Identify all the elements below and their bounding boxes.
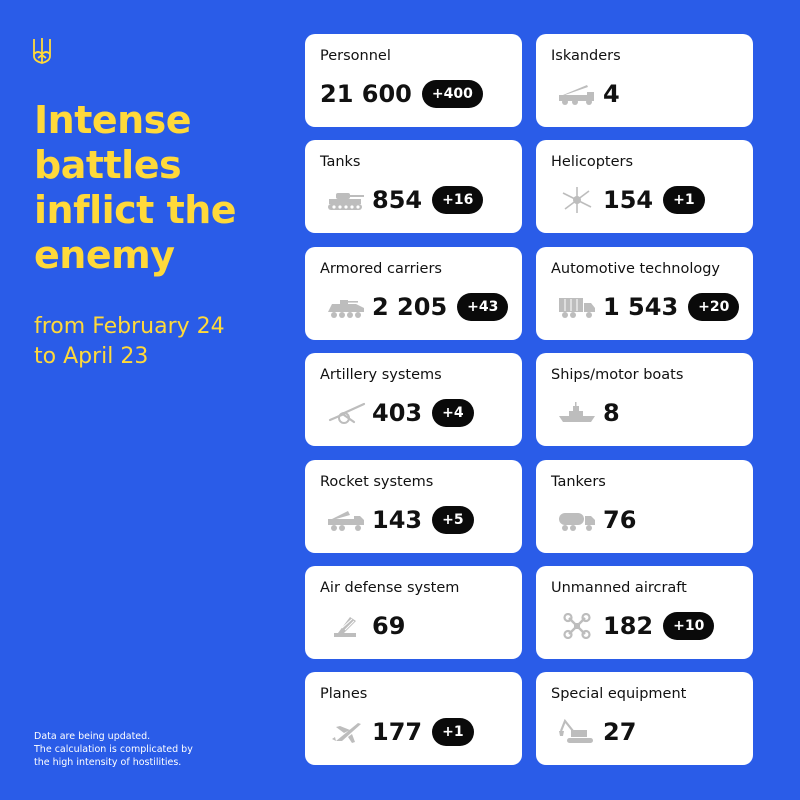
stat-value: 4 — [603, 80, 620, 108]
plane-icon — [332, 723, 361, 743]
stat-value: 1 543 — [603, 293, 679, 321]
stat-card-iskanders: Iskanders 4 — [536, 34, 753, 127]
stat-value: 8 — [603, 399, 620, 427]
stat-value: 76 — [603, 506, 637, 534]
headline-line: battles — [34, 143, 182, 187]
stat-delta-badge: +43 — [457, 293, 509, 321]
stat-card-unmanned-aircraft: Unmanned aircraft 182 +10 — [536, 566, 753, 659]
stat-card-armored-carriers: Armored carriers 2 205 +43 — [305, 247, 522, 340]
stat-delta-badge: +20 — [688, 293, 740, 321]
stat-delta-badge: +5 — [432, 506, 474, 534]
stat-label: Automotive technology — [551, 261, 721, 277]
stat-value: 2 205 — [372, 293, 448, 321]
date-range-line: to April 23 — [34, 344, 149, 369]
stat-label: Iskanders — [551, 48, 621, 64]
artillery-icon — [328, 402, 366, 424]
stat-card-rocket-systems: Rocket systems 143 +5 — [305, 460, 522, 553]
stat-card-personnel: Personnel 21 600 +400 — [305, 34, 522, 127]
stat-label: Special equipment — [551, 686, 687, 702]
stat-delta-badge: +1 — [663, 186, 705, 214]
stat-label: Rocket systems — [320, 474, 434, 490]
stat-card-helicopters: Helicopters 154 +1 — [536, 140, 753, 233]
helicopter-icon — [562, 187, 592, 213]
stat-value: 177 — [372, 718, 423, 746]
stat-delta-badge: +10 — [663, 612, 715, 640]
stat-delta-badge: +16 — [432, 186, 484, 214]
stat-label: Helicopters — [551, 154, 634, 170]
stat-value: 27 — [603, 718, 637, 746]
stat-label: Planes — [320, 686, 368, 702]
stat-label: Tanks — [320, 154, 361, 170]
headline-line: enemy — [34, 233, 175, 277]
air-defense-icon — [334, 617, 356, 637]
stat-card-planes: Planes 177 +1 — [305, 672, 522, 765]
footnote-line: the high intensity of hostilities. — [34, 757, 182, 768]
stat-card-tanks: Tanks 854 +16 — [305, 140, 522, 233]
stat-value: 21 600 — [320, 80, 412, 108]
trident-icon — [33, 38, 51, 64]
fuel-tanker-icon — [559, 513, 595, 531]
ship-icon — [559, 402, 595, 422]
stat-value: 143 — [372, 506, 423, 534]
headline-line: Intense — [34, 98, 192, 142]
footnote-line: The calculation is complicated by — [34, 744, 193, 755]
stat-delta-badge: +4 — [432, 399, 474, 427]
stat-value: 69 — [372, 612, 406, 640]
headline-line: inflict the — [34, 188, 237, 232]
armored-carrier-icon — [328, 300, 364, 318]
missile-launcher-icon — [559, 85, 594, 105]
stat-label: Personnel — [320, 48, 391, 64]
stat-value: 154 — [603, 186, 654, 214]
drone-icon — [563, 613, 591, 639]
stat-delta-badge: +400 — [421, 80, 483, 108]
stat-label: Air defense system — [320, 580, 460, 596]
stat-card-tankers: Tankers 76 — [536, 460, 753, 553]
rocket-launcher-icon — [328, 511, 364, 531]
headline: Intense battles inflict the enemy — [34, 98, 284, 278]
stat-card-artillery-systems: Artillery systems 403 +4 — [305, 353, 522, 446]
stat-delta-badge: +1 — [432, 718, 474, 746]
footnote: Data are being updated. The calculation … — [34, 730, 193, 769]
stat-value: 854 — [372, 186, 423, 214]
stat-value: 403 — [372, 399, 423, 427]
footnote-line: Data are being updated. — [34, 731, 151, 742]
stat-label: Ships/motor boats — [551, 367, 684, 383]
stat-label: Artillery systems — [320, 367, 442, 383]
excavator-icon — [559, 719, 593, 743]
stat-label: Tankers — [551, 474, 606, 490]
stat-card-automotive-technology: Automotive technology 1 543 +20 — [536, 247, 753, 340]
tank-icon — [328, 193, 364, 210]
stat-card-ships: Ships/motor boats 8 — [536, 353, 753, 446]
stat-card-air-defense: Air defense system 69 — [305, 566, 522, 659]
date-range: from February 24 to April 23 — [34, 312, 225, 372]
stat-label: Armored carriers — [320, 261, 442, 277]
stat-value: 182 — [603, 612, 654, 640]
date-range-line: from February 24 — [34, 314, 225, 339]
truck-icon — [559, 298, 595, 318]
stat-card-special-equipment: Special equipment 27 — [536, 672, 753, 765]
stat-label: Unmanned aircraft — [551, 580, 687, 596]
